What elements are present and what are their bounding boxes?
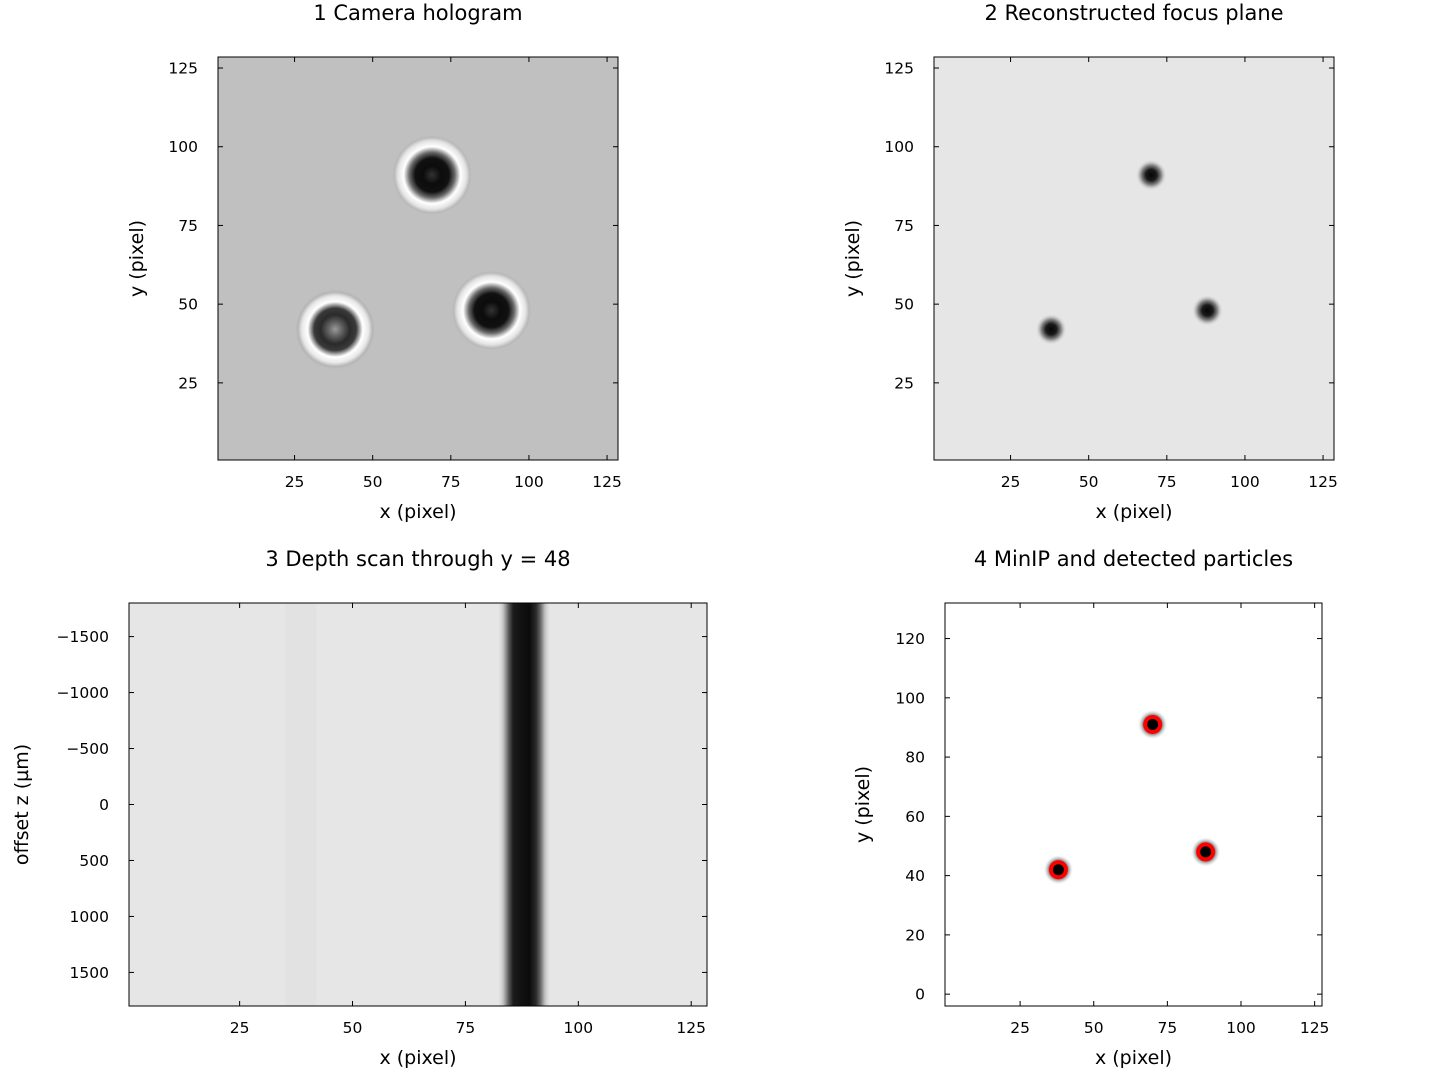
dark-band xyxy=(497,603,552,1006)
plot-frame xyxy=(217,56,619,461)
x-tick-label: 50 xyxy=(1084,1019,1104,1037)
panel-title: 2 Reconstructed focus plane xyxy=(984,1,1283,25)
y-tick-label: 100 xyxy=(895,689,925,707)
plot-image-4 xyxy=(945,603,1322,1006)
x-axis-label: x (pixel) xyxy=(379,501,456,523)
plot-image-3 xyxy=(129,603,707,1006)
x-tick-label: 100 xyxy=(1226,1019,1256,1037)
y-tick-label: 0 xyxy=(915,986,925,1004)
depth-background xyxy=(129,603,707,1006)
y-tick-label: 100 xyxy=(168,138,198,156)
y-tick-label: 75 xyxy=(178,217,198,235)
x-tick-label: 50 xyxy=(363,473,383,491)
x-axis-label: x (pixel) xyxy=(379,1047,456,1069)
hologram-background xyxy=(218,57,618,460)
detected-marker xyxy=(1147,718,1159,730)
plot-image-2 xyxy=(934,57,1334,460)
x-tick-label: 25 xyxy=(1001,473,1021,491)
plot-image-1 xyxy=(218,57,618,460)
x-tick-label: 75 xyxy=(441,473,461,491)
panel-3: 25 50 75 100 125 1500 1000 500 0 −500 −1000 −1500 3 … xyxy=(11,547,708,1069)
plot-frame xyxy=(944,602,1323,1007)
x-axis-label: x (pixel) xyxy=(1095,501,1172,523)
focus-particle xyxy=(1191,294,1224,327)
x-tick-label: 125 xyxy=(592,473,622,491)
y-tick-label: 50 xyxy=(894,296,914,314)
x-tick-label: 75 xyxy=(1158,1019,1178,1037)
y-axis-label: y (pixel) xyxy=(852,766,874,843)
y-tick-label: 500 xyxy=(79,852,109,870)
x-tick-label: 125 xyxy=(676,1019,706,1037)
minip-frame xyxy=(945,603,1322,1006)
hologram-particle xyxy=(450,269,533,352)
detected-marker xyxy=(1052,864,1064,876)
focus-particle xyxy=(1135,159,1167,191)
x-tick-label: 50 xyxy=(343,1019,363,1037)
panel-4: 25 50 75 100 125 0 20 40 60 80 100 120 4 MinIP and d… xyxy=(852,547,1329,1069)
y-tick-label: 1500 xyxy=(70,964,109,982)
y-tick-label: 1000 xyxy=(70,908,109,926)
x-tick-label: 25 xyxy=(1010,1019,1030,1037)
y-tick-label: 20 xyxy=(905,926,925,944)
focus-particle xyxy=(1035,313,1067,345)
y-tick-label: 75 xyxy=(894,217,914,235)
hologram-particle xyxy=(391,134,473,216)
x-tick-label: 100 xyxy=(1230,473,1260,491)
y-tick-label: 0 xyxy=(99,796,109,814)
focus-background xyxy=(934,57,1334,460)
panel-title: 4 MinIP and detected particles xyxy=(974,547,1293,571)
x-tick-label: 25 xyxy=(285,473,305,491)
y-tick-label: −500 xyxy=(66,740,109,758)
y-tick-label: 125 xyxy=(168,60,198,78)
x-axis-label: x (pixel) xyxy=(1095,1047,1172,1069)
y-tick-label: 125 xyxy=(884,60,914,78)
detected-marker xyxy=(1200,846,1212,858)
y-tick-label: 80 xyxy=(905,749,925,767)
y-tick-label: 120 xyxy=(895,630,925,648)
faint-band xyxy=(284,603,317,1006)
y-tick-label: −1000 xyxy=(57,684,109,702)
x-tick-label: 25 xyxy=(230,1019,250,1037)
hologram-particle xyxy=(294,288,376,370)
plot-frame xyxy=(933,56,1335,461)
y-axis-label: y (pixel) xyxy=(842,220,864,297)
y-tick-label: −1500 xyxy=(57,628,109,646)
panel-2: 25 50 75 100 125 25 50 75 100 125 2 Reconstructed … xyxy=(842,1,1338,523)
x-tick-label: 125 xyxy=(1300,1019,1330,1037)
x-tick-label: 75 xyxy=(1157,473,1177,491)
y-axis-label: y (pixel) xyxy=(126,220,148,297)
x-tick-label: 50 xyxy=(1079,473,1099,491)
y-tick-label: 25 xyxy=(894,374,914,392)
y-tick-label: 25 xyxy=(178,374,198,392)
y-tick-label: 60 xyxy=(905,808,925,826)
y-axis-label: offset z (µm) xyxy=(11,744,33,865)
y-tick-label: 100 xyxy=(884,138,914,156)
x-tick-label: 100 xyxy=(564,1019,594,1037)
y-tick-label: 50 xyxy=(178,296,198,314)
x-tick-label: 125 xyxy=(1308,473,1338,491)
y-tick-label: 40 xyxy=(905,867,925,885)
x-tick-label: 100 xyxy=(514,473,544,491)
x-tick-label: 75 xyxy=(456,1019,476,1037)
panel-1: 25 50 75 100 125 25 50 75 100 125 1 Camera hologra… xyxy=(126,1,622,523)
panel-title: 3 Depth scan through y = 48 xyxy=(265,547,570,571)
panel-title: 1 Camera hologram xyxy=(313,1,522,25)
